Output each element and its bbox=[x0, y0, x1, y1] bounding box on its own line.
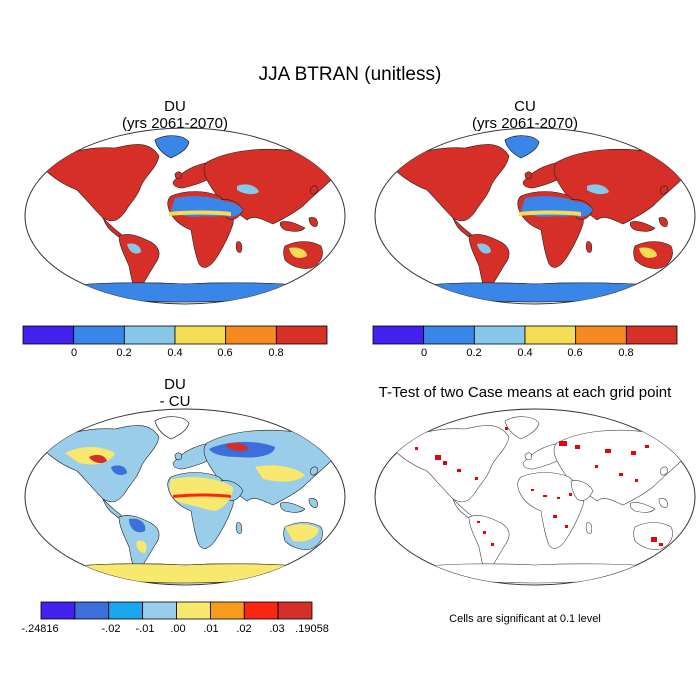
map-diff-patch-sa2 bbox=[136, 540, 147, 553]
map-diff-patch-sa1 bbox=[129, 518, 146, 533]
colorbar-cu-label-3: 0.6 bbox=[567, 347, 583, 359]
map-diff-patch-asia bbox=[255, 465, 305, 482]
colorbar-du-label-2: 0.4 bbox=[167, 347, 183, 359]
map-diff-patch-na3 bbox=[111, 465, 127, 475]
colorbar-cu-label-2: 0.4 bbox=[517, 347, 533, 359]
colorbar-diff-label-1: -.02 bbox=[101, 623, 121, 635]
map-du bbox=[24, 127, 346, 305]
colorbar-cu-swatch-4 bbox=[575, 325, 627, 345]
colorbar-diff-label-7: .19058 bbox=[295, 623, 329, 635]
colorbar-cu-swatch-2 bbox=[473, 325, 526, 345]
colorbar-cu bbox=[372, 325, 678, 345]
map-cu-australia-interior bbox=[639, 247, 657, 258]
panel-cu-title: CU (yrs 2061-2070) bbox=[375, 98, 675, 132]
colorbar-diff-label-5: .02 bbox=[236, 623, 252, 635]
map-ttest-significant-cells bbox=[415, 427, 663, 546]
significance-note: Cells are significant at 0.1 level bbox=[449, 613, 601, 625]
colorbar-diff-label-6: .03 bbox=[269, 623, 285, 635]
map-diff-patch-russia-red bbox=[225, 442, 249, 452]
colorbar-diff-label-0: -.24816 bbox=[21, 623, 59, 635]
colorbar-diff-swatch-6 bbox=[243, 601, 279, 620]
map-cu-central-asia bbox=[587, 184, 609, 195]
colorbar-diff-swatch-1 bbox=[74, 601, 110, 620]
panel-ttest-title-line1: T-Test of two Case means at each grid po… bbox=[378, 384, 672, 401]
colorbar-du bbox=[22, 325, 328, 345]
map-du-central-asia bbox=[237, 184, 259, 195]
figure-title: JJA BTRAN (unitless) bbox=[258, 64, 442, 85]
map-du-antarctica bbox=[53, 282, 327, 303]
map-diff-patch-na2 bbox=[89, 454, 107, 464]
map-du-australia-interior bbox=[289, 247, 307, 258]
map-cu-antarctica bbox=[403, 282, 677, 303]
colorbar-du-label-3: 0.6 bbox=[217, 347, 233, 359]
panel-diff-title: DU - CU bbox=[25, 376, 325, 410]
colorbar-diff bbox=[40, 601, 313, 620]
colorbar-du-swatch-3 bbox=[174, 325, 227, 345]
panel-ttest-title: T-Test of two Case means at each grid po… bbox=[355, 384, 695, 401]
colorbar-du-label-0: 0 bbox=[70, 347, 78, 359]
colorbar-cu-label-1: 0.2 bbox=[466, 347, 482, 359]
panel-diff-title-line2: - CU bbox=[159, 393, 191, 410]
map-cu-amazon bbox=[477, 243, 491, 254]
panel-cu-title-line1: CU bbox=[514, 98, 536, 115]
map-diff-greenland bbox=[154, 416, 190, 440]
colorbar-diff-swatch-7 bbox=[277, 601, 313, 620]
map-du-sahel bbox=[169, 210, 231, 216]
colorbar-cu-swatch-3 bbox=[524, 325, 577, 345]
colorbar-du-swatch-1 bbox=[73, 325, 125, 345]
colorbar-cu-swatch-5 bbox=[625, 325, 678, 345]
panel-du-title-line2: (yrs 2061-2070) bbox=[122, 115, 228, 132]
colorbar-cu-swatch-0 bbox=[372, 325, 425, 345]
colorbar-diff-swatch-4 bbox=[176, 601, 211, 620]
map-cu-greenland bbox=[504, 135, 540, 159]
map-diff-antarctica bbox=[53, 563, 327, 584]
colorbar-diff-swatch-5 bbox=[209, 601, 245, 620]
colorbar-du-swatch-2 bbox=[123, 325, 176, 345]
colorbar-cu-label-4: 0.8 bbox=[618, 347, 634, 359]
panel-diff-title-line1: DU bbox=[164, 376, 186, 393]
map-cu bbox=[374, 127, 696, 305]
colorbar-diff-swatch-0 bbox=[40, 601, 76, 620]
colorbar-du-swatch-0 bbox=[22, 325, 75, 345]
colorbar-diff-label-2: -.01 bbox=[135, 623, 155, 635]
map-du-greenland bbox=[154, 135, 190, 159]
panel-du-title-line1: DU bbox=[164, 98, 186, 115]
colorbar-diff-swatch-2 bbox=[108, 601, 144, 620]
colorbar-du-label-4: 0.8 bbox=[268, 347, 284, 359]
map-cu-sahel bbox=[519, 210, 581, 216]
colorbar-diff-label-3: .00 bbox=[170, 623, 186, 635]
colorbar-du-swatch-4 bbox=[225, 325, 277, 345]
colorbar-cu-label-0: 0 bbox=[420, 347, 428, 359]
colorbar-diff-swatch-3 bbox=[142, 601, 177, 620]
panel-cu-title-line2: (yrs 2061-2070) bbox=[472, 115, 578, 132]
colorbar-du-swatch-5 bbox=[275, 325, 328, 345]
map-du-amazon bbox=[127, 243, 141, 254]
colorbar-cu-swatch-1 bbox=[423, 325, 475, 345]
panel-du-title: DU (yrs 2061-2070) bbox=[25, 98, 325, 132]
colorbar-diff-label-4: .01 bbox=[203, 623, 219, 635]
colorbar-du-label-1: 0.2 bbox=[116, 347, 132, 359]
map-ttest bbox=[374, 408, 696, 586]
map-diff bbox=[24, 408, 346, 586]
map-diff-patch-australia bbox=[285, 524, 319, 542]
map-diff-patch-sahel bbox=[173, 493, 231, 498]
